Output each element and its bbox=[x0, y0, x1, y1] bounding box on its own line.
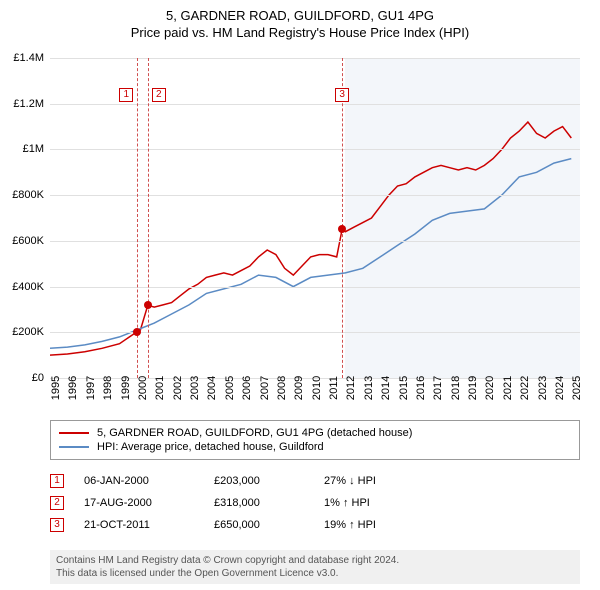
x-axis-label: 1999 bbox=[120, 376, 132, 400]
plot-area: £0£200K£400K£600K£800K£1M£1.2M£1.4M19951… bbox=[50, 58, 580, 378]
x-axis-label: 2002 bbox=[172, 376, 184, 400]
x-axis-label: 2009 bbox=[293, 376, 305, 400]
event-marker-icon: 2 bbox=[50, 496, 64, 510]
x-axis-label: 2008 bbox=[276, 376, 288, 400]
event-pct: 27% ↓ HPI bbox=[324, 475, 434, 487]
data-point-marker bbox=[133, 328, 141, 336]
chart-title: 5, GARDNER ROAD, GUILDFORD, GU1 4PG bbox=[0, 8, 600, 23]
y-axis-label: £600K bbox=[0, 235, 44, 247]
events-table: 1 06-JAN-2000 £203,000 27% ↓ HPI 2 17-AU… bbox=[50, 470, 580, 536]
footer-line: This data is licensed under the Open Gov… bbox=[56, 567, 574, 580]
gridline bbox=[50, 287, 580, 288]
y-axis-label: £1M bbox=[0, 143, 44, 155]
reference-line bbox=[148, 58, 149, 378]
reference-line bbox=[342, 58, 343, 378]
event-row: 1 06-JAN-2000 £203,000 27% ↓ HPI bbox=[50, 470, 580, 492]
event-price: £650,000 bbox=[214, 519, 304, 531]
x-axis-label: 2000 bbox=[137, 376, 149, 400]
event-pct: 1% ↑ HPI bbox=[324, 497, 434, 509]
event-marker-icon: 2 bbox=[152, 88, 166, 102]
series-line-price_paid bbox=[50, 122, 571, 355]
event-marker-icon: 3 bbox=[335, 88, 349, 102]
x-axis-label: 2014 bbox=[380, 376, 392, 400]
x-axis-label: 2018 bbox=[450, 376, 462, 400]
event-marker-icon: 1 bbox=[119, 88, 133, 102]
x-axis-label: 2007 bbox=[259, 376, 271, 400]
y-axis-label: £800K bbox=[0, 189, 44, 201]
chart-container: 5, GARDNER ROAD, GUILDFORD, GU1 4PG Pric… bbox=[0, 0, 600, 590]
gridline bbox=[50, 104, 580, 105]
legend-label: HPI: Average price, detached house, Guil… bbox=[97, 441, 324, 453]
legend-item: HPI: Average price, detached house, Guil… bbox=[59, 441, 571, 453]
event-row: 3 21-OCT-2011 £650,000 19% ↑ HPI bbox=[50, 514, 580, 536]
legend-swatch bbox=[59, 446, 89, 448]
y-axis-label: £1.2M bbox=[0, 98, 44, 110]
x-axis-label: 1997 bbox=[85, 376, 97, 400]
title-block: 5, GARDNER ROAD, GUILDFORD, GU1 4PG Pric… bbox=[0, 0, 600, 40]
x-axis-label: 2017 bbox=[432, 376, 444, 400]
y-axis-label: £1.4M bbox=[0, 52, 44, 64]
event-row: 2 17-AUG-2000 £318,000 1% ↑ HPI bbox=[50, 492, 580, 514]
x-axis-label: 1998 bbox=[102, 376, 114, 400]
gridline bbox=[50, 332, 580, 333]
x-axis-label: 2001 bbox=[154, 376, 166, 400]
legend-label: 5, GARDNER ROAD, GUILDFORD, GU1 4PG (det… bbox=[97, 427, 412, 439]
x-axis-label: 2016 bbox=[415, 376, 427, 400]
x-axis-label: 2004 bbox=[206, 376, 218, 400]
gridline bbox=[50, 149, 580, 150]
event-price: £318,000 bbox=[214, 497, 304, 509]
legend-item: 5, GARDNER ROAD, GUILDFORD, GU1 4PG (det… bbox=[59, 427, 571, 439]
x-axis-label: 2020 bbox=[484, 376, 496, 400]
y-axis-label: £0 bbox=[0, 372, 44, 384]
event-marker-icon: 3 bbox=[50, 518, 64, 532]
x-axis-label: 2015 bbox=[398, 376, 410, 400]
gridline bbox=[50, 195, 580, 196]
legend-swatch bbox=[59, 432, 89, 434]
x-axis-label: 2012 bbox=[345, 376, 357, 400]
x-axis-label: 2010 bbox=[311, 376, 323, 400]
x-axis-label: 2011 bbox=[328, 376, 340, 400]
gridline bbox=[50, 58, 580, 59]
event-pct: 19% ↑ HPI bbox=[324, 519, 434, 531]
x-axis-label: 2006 bbox=[241, 376, 253, 400]
y-axis-label: £200K bbox=[0, 326, 44, 338]
event-marker-icon: 1 bbox=[50, 474, 64, 488]
footer-line: Contains HM Land Registry data © Crown c… bbox=[56, 554, 574, 567]
legend: 5, GARDNER ROAD, GUILDFORD, GU1 4PG (det… bbox=[50, 420, 580, 460]
x-axis-label: 2003 bbox=[189, 376, 201, 400]
x-axis-label: 2005 bbox=[224, 376, 236, 400]
chart-subtitle: Price paid vs. HM Land Registry's House … bbox=[0, 25, 600, 40]
x-axis-label: 2019 bbox=[467, 376, 479, 400]
y-axis-label: £400K bbox=[0, 281, 44, 293]
series-line-hpi bbox=[50, 159, 571, 349]
event-price: £203,000 bbox=[214, 475, 304, 487]
x-axis-label: 1995 bbox=[50, 376, 62, 400]
event-date: 21-OCT-2011 bbox=[84, 519, 194, 531]
x-axis-label: 2013 bbox=[363, 376, 375, 400]
event-date: 17-AUG-2000 bbox=[84, 497, 194, 509]
x-axis-label: 2023 bbox=[537, 376, 549, 400]
data-point-marker bbox=[144, 301, 152, 309]
gridline bbox=[50, 241, 580, 242]
x-axis-label: 2022 bbox=[519, 376, 531, 400]
x-axis-label: 2025 bbox=[571, 376, 583, 400]
x-axis-label: 2024 bbox=[554, 376, 566, 400]
data-point-marker bbox=[338, 225, 346, 233]
line-series-svg bbox=[50, 58, 580, 378]
attribution-footer: Contains HM Land Registry data © Crown c… bbox=[50, 550, 580, 584]
event-date: 06-JAN-2000 bbox=[84, 475, 194, 487]
x-axis-label: 2021 bbox=[502, 376, 514, 400]
x-axis-label: 1996 bbox=[67, 376, 79, 400]
